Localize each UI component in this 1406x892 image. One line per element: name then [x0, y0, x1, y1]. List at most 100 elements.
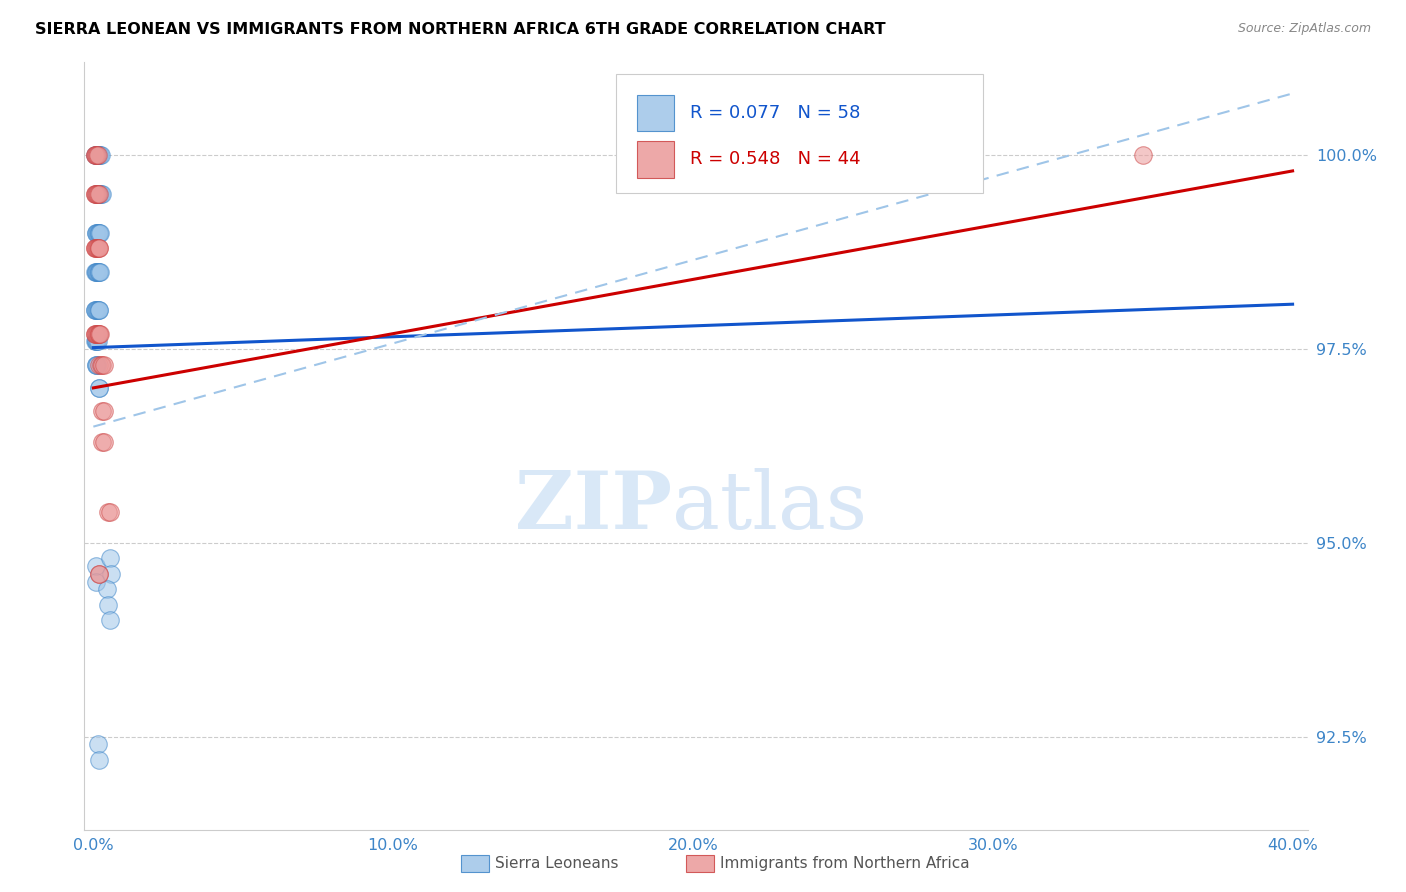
Point: [98, 505, 121, 519]
Point: [84, 265, 107, 279]
Text: Sierra Leoneans: Sierra Leoneans: [495, 856, 619, 871]
Point: [87, 303, 110, 318]
Point: [83, 148, 105, 162]
Point: [100, 566, 122, 581]
Point: [84, 148, 107, 162]
Point: [87, 241, 110, 255]
Point: [86, 226, 108, 240]
Point: [84, 303, 107, 318]
Point: [87, 265, 110, 279]
Point: [89, 148, 111, 162]
Point: [87, 226, 110, 240]
Point: [89, 148, 111, 162]
Point: [86, 241, 108, 255]
Point: [89, 226, 111, 240]
Point: [93, 435, 115, 450]
Point: [84, 334, 107, 349]
Point: [86, 334, 108, 349]
Point: [86, 148, 108, 162]
Point: [87, 187, 110, 202]
FancyBboxPatch shape: [616, 74, 983, 193]
Point: [89, 326, 111, 341]
Point: [86, 265, 108, 279]
Point: [84, 326, 107, 341]
Point: [89, 241, 111, 255]
Text: SIERRA LEONEAN VS IMMIGRANTS FROM NORTHERN AFRICA 6TH GRADE CORRELATION CHART: SIERRA LEONEAN VS IMMIGRANTS FROM NORTHE…: [35, 22, 886, 37]
Point: [87, 265, 110, 279]
Point: [86, 265, 108, 279]
Point: [89, 265, 111, 279]
Point: [86, 187, 108, 202]
Point: [87, 326, 110, 341]
Point: [83, 241, 105, 255]
Point: [96, 582, 118, 597]
Point: [87, 334, 110, 349]
Point: [86, 148, 108, 162]
Point: [86, 358, 108, 372]
FancyBboxPatch shape: [637, 141, 673, 178]
Point: [89, 753, 111, 767]
Point: [84, 148, 107, 162]
Point: [84, 559, 107, 574]
Point: [90, 358, 112, 372]
Point: [86, 358, 108, 372]
Point: [86, 226, 108, 240]
Point: [84, 187, 107, 202]
FancyBboxPatch shape: [637, 95, 673, 131]
Point: [86, 148, 108, 162]
Point: [89, 187, 111, 202]
Point: [98, 613, 121, 627]
Point: [89, 326, 111, 341]
Point: [87, 326, 110, 341]
Point: [1132, 148, 1154, 162]
Point: [84, 226, 107, 240]
Point: [87, 187, 110, 202]
Point: [83, 265, 105, 279]
Point: [86, 574, 108, 589]
Text: Source: ZipAtlas.com: Source: ZipAtlas.com: [1237, 22, 1371, 36]
Point: [89, 358, 111, 372]
Point: [86, 326, 108, 341]
Point: [83, 303, 105, 318]
Point: [89, 187, 111, 202]
Point: [89, 303, 111, 318]
Point: [86, 187, 108, 202]
Point: [83, 148, 105, 162]
Point: [87, 303, 110, 318]
Point: [87, 737, 110, 751]
Text: ZIP: ZIP: [515, 468, 672, 547]
Point: [97, 505, 120, 519]
Point: [93, 358, 115, 372]
Point: [86, 187, 108, 202]
Point: [93, 404, 115, 418]
Point: [89, 265, 111, 279]
Point: [86, 241, 108, 255]
Point: [87, 148, 110, 162]
Point: [90, 187, 112, 202]
Point: [87, 187, 110, 202]
Point: [91, 358, 114, 372]
Point: [86, 148, 108, 162]
Point: [91, 435, 114, 450]
Point: [83, 187, 105, 202]
Point: [87, 241, 110, 255]
Point: [87, 187, 110, 202]
Point: [87, 148, 110, 162]
Point: [86, 187, 108, 202]
Text: Immigrants from Northern Africa: Immigrants from Northern Africa: [720, 856, 970, 871]
Text: R = 0.077   N = 58: R = 0.077 N = 58: [690, 104, 860, 122]
Text: atlas: atlas: [672, 468, 866, 547]
Text: R = 0.548   N = 44: R = 0.548 N = 44: [690, 150, 860, 168]
Point: [86, 334, 108, 349]
Point: [86, 303, 108, 318]
Point: [87, 148, 110, 162]
Point: [83, 334, 105, 349]
Point: [86, 326, 108, 341]
Point: [97, 598, 120, 612]
Point: [83, 326, 105, 341]
Point: [90, 187, 112, 202]
Point: [91, 404, 114, 418]
Point: [87, 226, 110, 240]
Point: [89, 381, 111, 395]
Point: [89, 226, 111, 240]
